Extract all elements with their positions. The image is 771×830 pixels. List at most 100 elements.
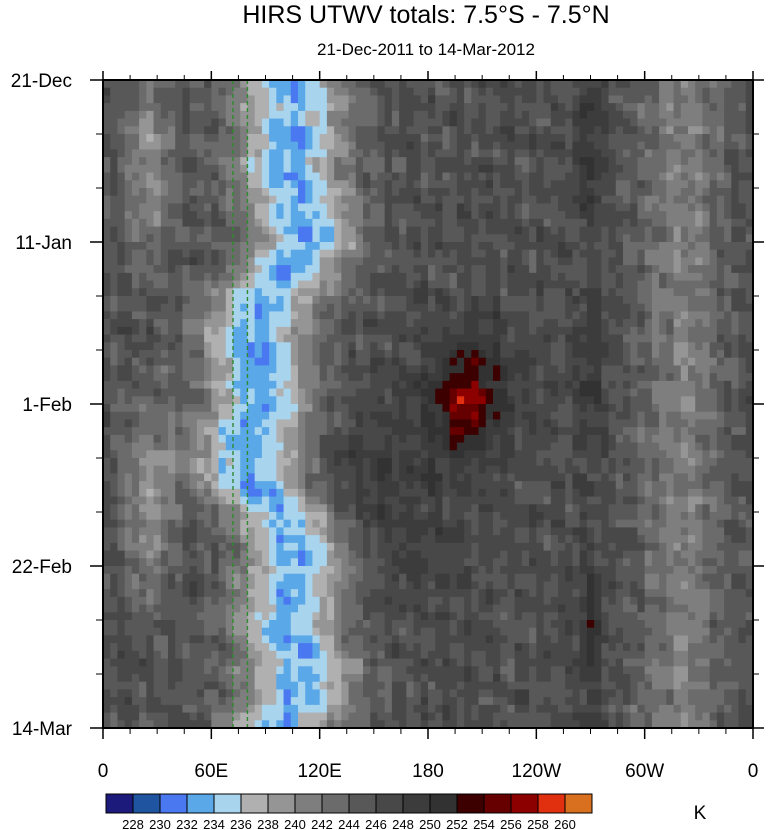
heatmap-cell bbox=[572, 134, 581, 143]
heatmap-cell bbox=[579, 496, 588, 505]
heatmap-cell bbox=[716, 365, 725, 374]
heatmap-cell bbox=[377, 303, 386, 313]
heatmap-cell bbox=[586, 265, 595, 274]
heatmap-cell bbox=[572, 110, 581, 120]
heatmap-cell bbox=[146, 110, 155, 120]
heatmap-cell bbox=[464, 110, 472, 120]
heatmap-cell bbox=[521, 373, 530, 382]
heatmap-cell bbox=[731, 234, 740, 243]
heatmap-cell bbox=[695, 157, 704, 166]
heatmap-cell bbox=[651, 180, 660, 189]
heatmap-cell bbox=[543, 473, 552, 482]
heatmap-cell bbox=[290, 226, 299, 235]
heatmap-cell bbox=[478, 465, 487, 475]
heatmap-cell bbox=[204, 303, 212, 313]
heatmap-cell bbox=[240, 434, 249, 444]
heatmap-cell bbox=[456, 350, 465, 359]
heatmap-cell bbox=[745, 326, 753, 336]
heatmap-cell bbox=[175, 496, 184, 505]
heatmap-cell bbox=[110, 118, 119, 127]
heatmap-cell bbox=[363, 427, 371, 436]
heatmap-cell bbox=[521, 427, 530, 436]
heatmap-cell bbox=[688, 280, 696, 289]
heatmap-cell bbox=[724, 172, 732, 181]
heatmap-cell bbox=[529, 373, 537, 382]
heatmap-cell bbox=[688, 473, 696, 482]
heatmap-cell bbox=[485, 396, 494, 405]
heatmap-cell bbox=[586, 149, 595, 158]
heatmap-cell bbox=[738, 342, 747, 351]
heatmap-cell bbox=[312, 334, 321, 343]
heatmap-cell bbox=[485, 157, 494, 166]
heatmap-cell bbox=[406, 272, 415, 282]
heatmap-cell bbox=[384, 272, 393, 282]
heatmap-cell bbox=[666, 195, 675, 205]
heatmap-cell bbox=[644, 134, 653, 143]
heatmap-cell bbox=[680, 465, 689, 475]
heatmap-cell bbox=[355, 280, 364, 289]
heatmap-cell bbox=[572, 180, 581, 189]
heatmap-cell bbox=[666, 157, 675, 166]
heatmap-cell bbox=[420, 126, 429, 135]
heatmap-cell bbox=[724, 419, 732, 428]
heatmap-cell bbox=[131, 134, 140, 143]
heatmap-cell bbox=[283, 496, 292, 505]
heatmap-cell bbox=[305, 203, 314, 212]
heatmap-cell bbox=[283, 242, 292, 251]
heatmap-cell bbox=[637, 249, 646, 259]
heatmap-cell bbox=[536, 326, 545, 336]
heatmap-cell bbox=[594, 303, 602, 313]
heatmap-cell bbox=[702, 326, 711, 336]
heatmap-cell bbox=[558, 242, 566, 251]
heatmap-cell bbox=[716, 303, 725, 313]
heatmap-cell bbox=[478, 404, 487, 413]
heatmap-cell bbox=[290, 365, 299, 374]
heatmap-cell bbox=[731, 481, 740, 490]
heatmap-cell bbox=[204, 411, 212, 421]
heatmap-cell bbox=[644, 373, 653, 382]
heatmap-cell bbox=[565, 103, 574, 112]
heatmap-cell bbox=[110, 180, 119, 189]
heatmap-cell bbox=[507, 350, 516, 359]
heatmap-cell bbox=[550, 95, 559, 104]
heatmap-cell bbox=[695, 296, 704, 305]
heatmap-cell bbox=[623, 427, 631, 436]
heatmap-cell bbox=[312, 419, 321, 428]
heatmap-cell bbox=[550, 103, 559, 112]
heatmap-cell bbox=[514, 87, 523, 97]
heatmap-cell bbox=[680, 172, 689, 181]
heatmap-cell bbox=[283, 296, 292, 305]
heatmap-cell bbox=[175, 234, 184, 243]
heatmap-cell bbox=[529, 380, 537, 390]
heatmap-cell bbox=[211, 103, 220, 112]
heatmap-cell bbox=[637, 118, 646, 127]
heatmap-cell bbox=[283, 380, 292, 390]
heatmap-cell bbox=[644, 311, 653, 320]
heatmap-cell bbox=[716, 296, 725, 305]
heatmap-cell bbox=[261, 342, 270, 351]
heatmap-cell bbox=[666, 458, 675, 467]
heatmap-cell bbox=[586, 458, 595, 467]
heatmap-cell bbox=[637, 380, 646, 390]
heatmap-cell bbox=[189, 288, 198, 297]
heatmap-cell bbox=[276, 172, 285, 181]
heatmap-cell bbox=[716, 311, 725, 320]
heatmap-cell bbox=[261, 434, 270, 444]
heatmap-cell bbox=[716, 326, 725, 336]
heatmap-cell bbox=[536, 242, 545, 251]
heatmap-cell bbox=[724, 195, 732, 205]
heatmap-cell bbox=[695, 481, 704, 490]
heatmap-cell bbox=[579, 103, 588, 112]
heatmap-cell bbox=[659, 126, 667, 135]
heatmap-cell bbox=[348, 427, 357, 436]
heatmap-cell bbox=[428, 319, 436, 328]
heatmap-cell bbox=[146, 249, 155, 259]
heatmap-cell bbox=[211, 411, 220, 421]
heatmap-cell bbox=[500, 303, 509, 313]
heatmap-cell bbox=[442, 334, 451, 343]
heatmap-cell bbox=[594, 365, 602, 374]
heatmap-cell bbox=[659, 188, 667, 197]
heatmap-cell bbox=[630, 211, 639, 220]
heatmap-cell bbox=[276, 211, 285, 220]
heatmap-cell bbox=[189, 134, 198, 143]
